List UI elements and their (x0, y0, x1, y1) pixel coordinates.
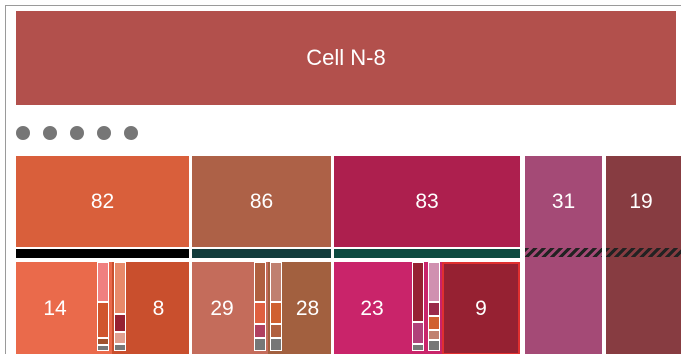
subtile-29[interactable]: 29 (192, 262, 252, 354)
tile-19-label: 19 (629, 189, 653, 213)
page-dot-4[interactable] (97, 126, 111, 140)
subtile-23[interactable]: 23 (334, 262, 410, 354)
subtile-8[interactable]: 8 (128, 262, 189, 354)
stack-bar-4 (268, 262, 284, 354)
tile-19-hatch (606, 248, 681, 257)
cell-header[interactable]: Cell N-8 (16, 11, 676, 105)
tile-19[interactable]: 19 (606, 156, 681, 354)
separator-bar-2 (192, 249, 331, 258)
tile-86[interactable]: 86 (192, 156, 331, 247)
stack-bar-1 (94, 262, 112, 354)
page-dot-1[interactable] (16, 126, 30, 140)
pagination-dots (16, 126, 138, 140)
subtile-28[interactable]: 28 (284, 262, 331, 354)
separator-bar-1 (16, 249, 189, 258)
stack-bar-5 (410, 262, 426, 354)
tile-82[interactable]: 82 (16, 156, 189, 247)
page-dot-3[interactable] (70, 126, 84, 140)
tile-83[interactable]: 83 (334, 156, 520, 247)
tile-31-label: 31 (551, 189, 576, 213)
tile-31-hatch (525, 248, 602, 257)
stack-bar-6 (426, 262, 442, 354)
page-dot-5[interactable] (124, 126, 138, 140)
stack-bar-3 (252, 262, 268, 354)
stack-bar-2 (112, 262, 128, 354)
treemap-frame: Cell N-8 82 86 83 31 19 14 8 29 (5, 5, 681, 354)
page-dot-2[interactable] (43, 126, 57, 140)
subtile-14[interactable]: 14 (16, 262, 94, 354)
tile-31[interactable]: 31 (525, 156, 602, 354)
subtile-9[interactable]: 9 (442, 262, 520, 354)
separator-bar-3 (334, 249, 520, 258)
